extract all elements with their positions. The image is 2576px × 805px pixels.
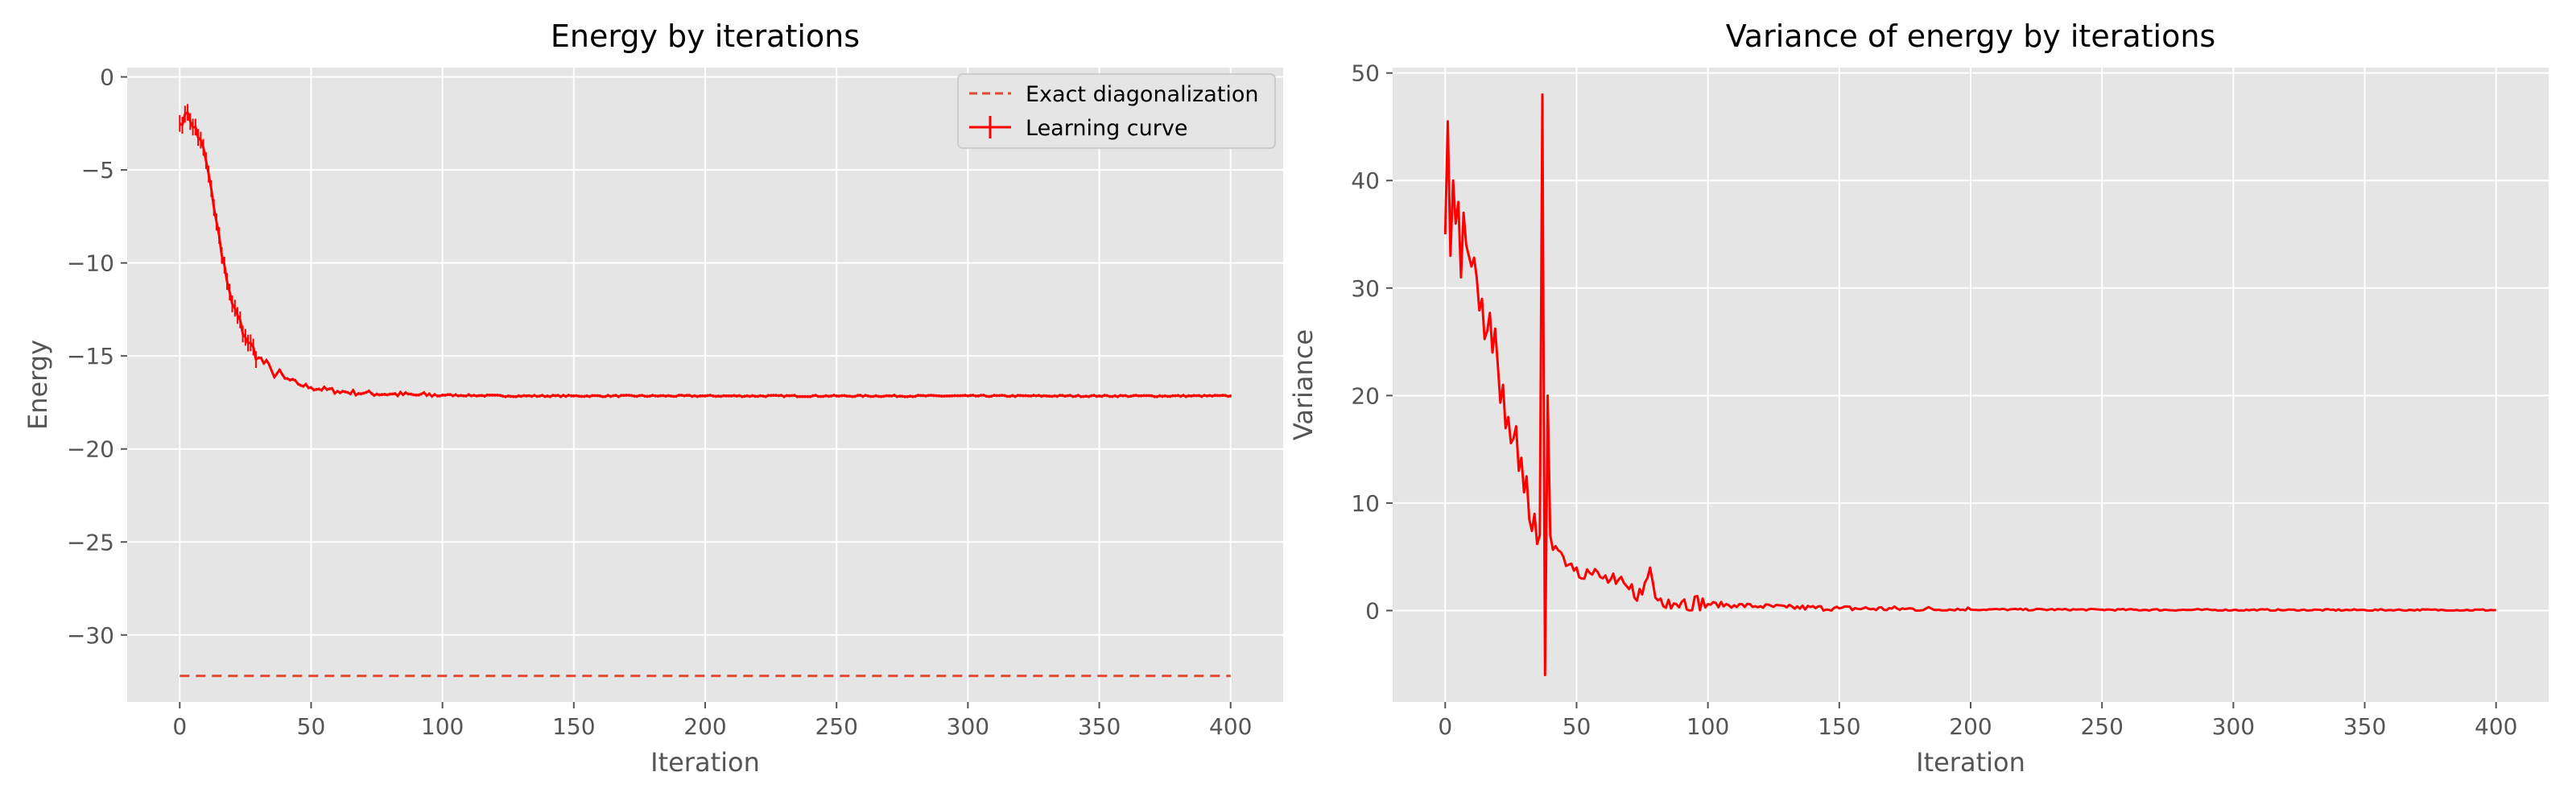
energy-x-tick-label-250: 250	[815, 713, 857, 740]
variance-x-tick-label-350: 350	[2343, 713, 2386, 740]
energy-y-tick-label-1: −5	[81, 157, 114, 184]
variance-x-tick-label-300: 300	[2212, 713, 2255, 740]
energy-y-tick-label-6: −30	[67, 622, 114, 649]
variance-x-tick-label-200: 200	[1949, 713, 1992, 740]
variance-x-tick-label-100: 100	[1686, 713, 1729, 740]
energy-x-tick-label-350: 350	[1078, 713, 1121, 740]
variance-x-tick-label-400: 400	[2475, 713, 2517, 740]
energy-x-tick-label-50: 50	[297, 713, 326, 740]
energy-y-tick-label-2: −10	[67, 250, 114, 277]
variance-x-tick-label-50: 50	[1563, 713, 1591, 740]
variance-y-tick-label-5: 50	[1351, 60, 1380, 87]
energy-y-axis-label: Energy	[23, 340, 53, 430]
variance-x-ticks: 0 50 100 150 200 250 300 350 400	[1438, 702, 2517, 740]
energy-x-tick-label-300: 300	[947, 713, 989, 740]
energy-y-tick-label-3: −15	[67, 343, 114, 369]
energy-x-tick-label-400: 400	[1209, 713, 1252, 740]
variance-x-tick-label-250: 250	[2080, 713, 2123, 740]
energy-x-tick-label-200: 200	[683, 713, 726, 740]
variance-y-tick-label-2: 20	[1351, 382, 1380, 409]
energy-x-ticks: 0 50 100 150 200 250 300 350 400	[172, 702, 1252, 740]
variance-y-axis-label: Variance	[1288, 329, 1319, 440]
variance-y-ticks: 0 10 20 30 40 50	[1351, 60, 1393, 625]
variance-x-tick-label-150: 150	[1818, 713, 1860, 740]
variance-x-tick-label-0: 0	[1438, 713, 1452, 740]
variance-y-tick-label-1: 10	[1351, 490, 1380, 517]
variance-y-tick-label-4: 40	[1351, 167, 1380, 194]
energy-chart-panel: 0 50 100 150 200 250 300 350 400 0 −5 −10 −15 −20 −25…	[23, 19, 1283, 778]
energy-chart-title: Energy by iterations	[551, 19, 860, 54]
energy-legend: Exact diagonalization Learning curve	[958, 74, 1275, 148]
legend-label-exact-diagonalization: Exact diagonalization	[1026, 82, 1259, 107]
variance-y-tick-label-3: 30	[1351, 275, 1380, 302]
energy-x-tick-label-100: 100	[421, 713, 464, 740]
energy-x-tick-label-0: 0	[172, 713, 187, 740]
variance-y-tick-label-0: 0	[1365, 597, 1380, 624]
energy-y-tick-label-0: 0	[100, 64, 114, 91]
energy-y-tick-label-5: −25	[67, 529, 114, 555]
energy-y-tick-label-4: −20	[67, 436, 114, 463]
energy-x-axis-label: Iteration	[650, 747, 760, 778]
variance-x-axis-label: Iteration	[1916, 747, 2025, 778]
legend-label-learning-curve: Learning curve	[1026, 116, 1187, 141]
energy-y-ticks: 0 −5 −10 −15 −20 −25 −30	[67, 64, 127, 649]
variance-chart-title: Variance of energy by iterations	[1726, 19, 2215, 54]
variance-chart-panel: 0 50 100 150 200 250 300 350 400 0 10 20 30 40 50 Var…	[1288, 19, 2549, 778]
energy-x-tick-label-150: 150	[552, 713, 595, 740]
